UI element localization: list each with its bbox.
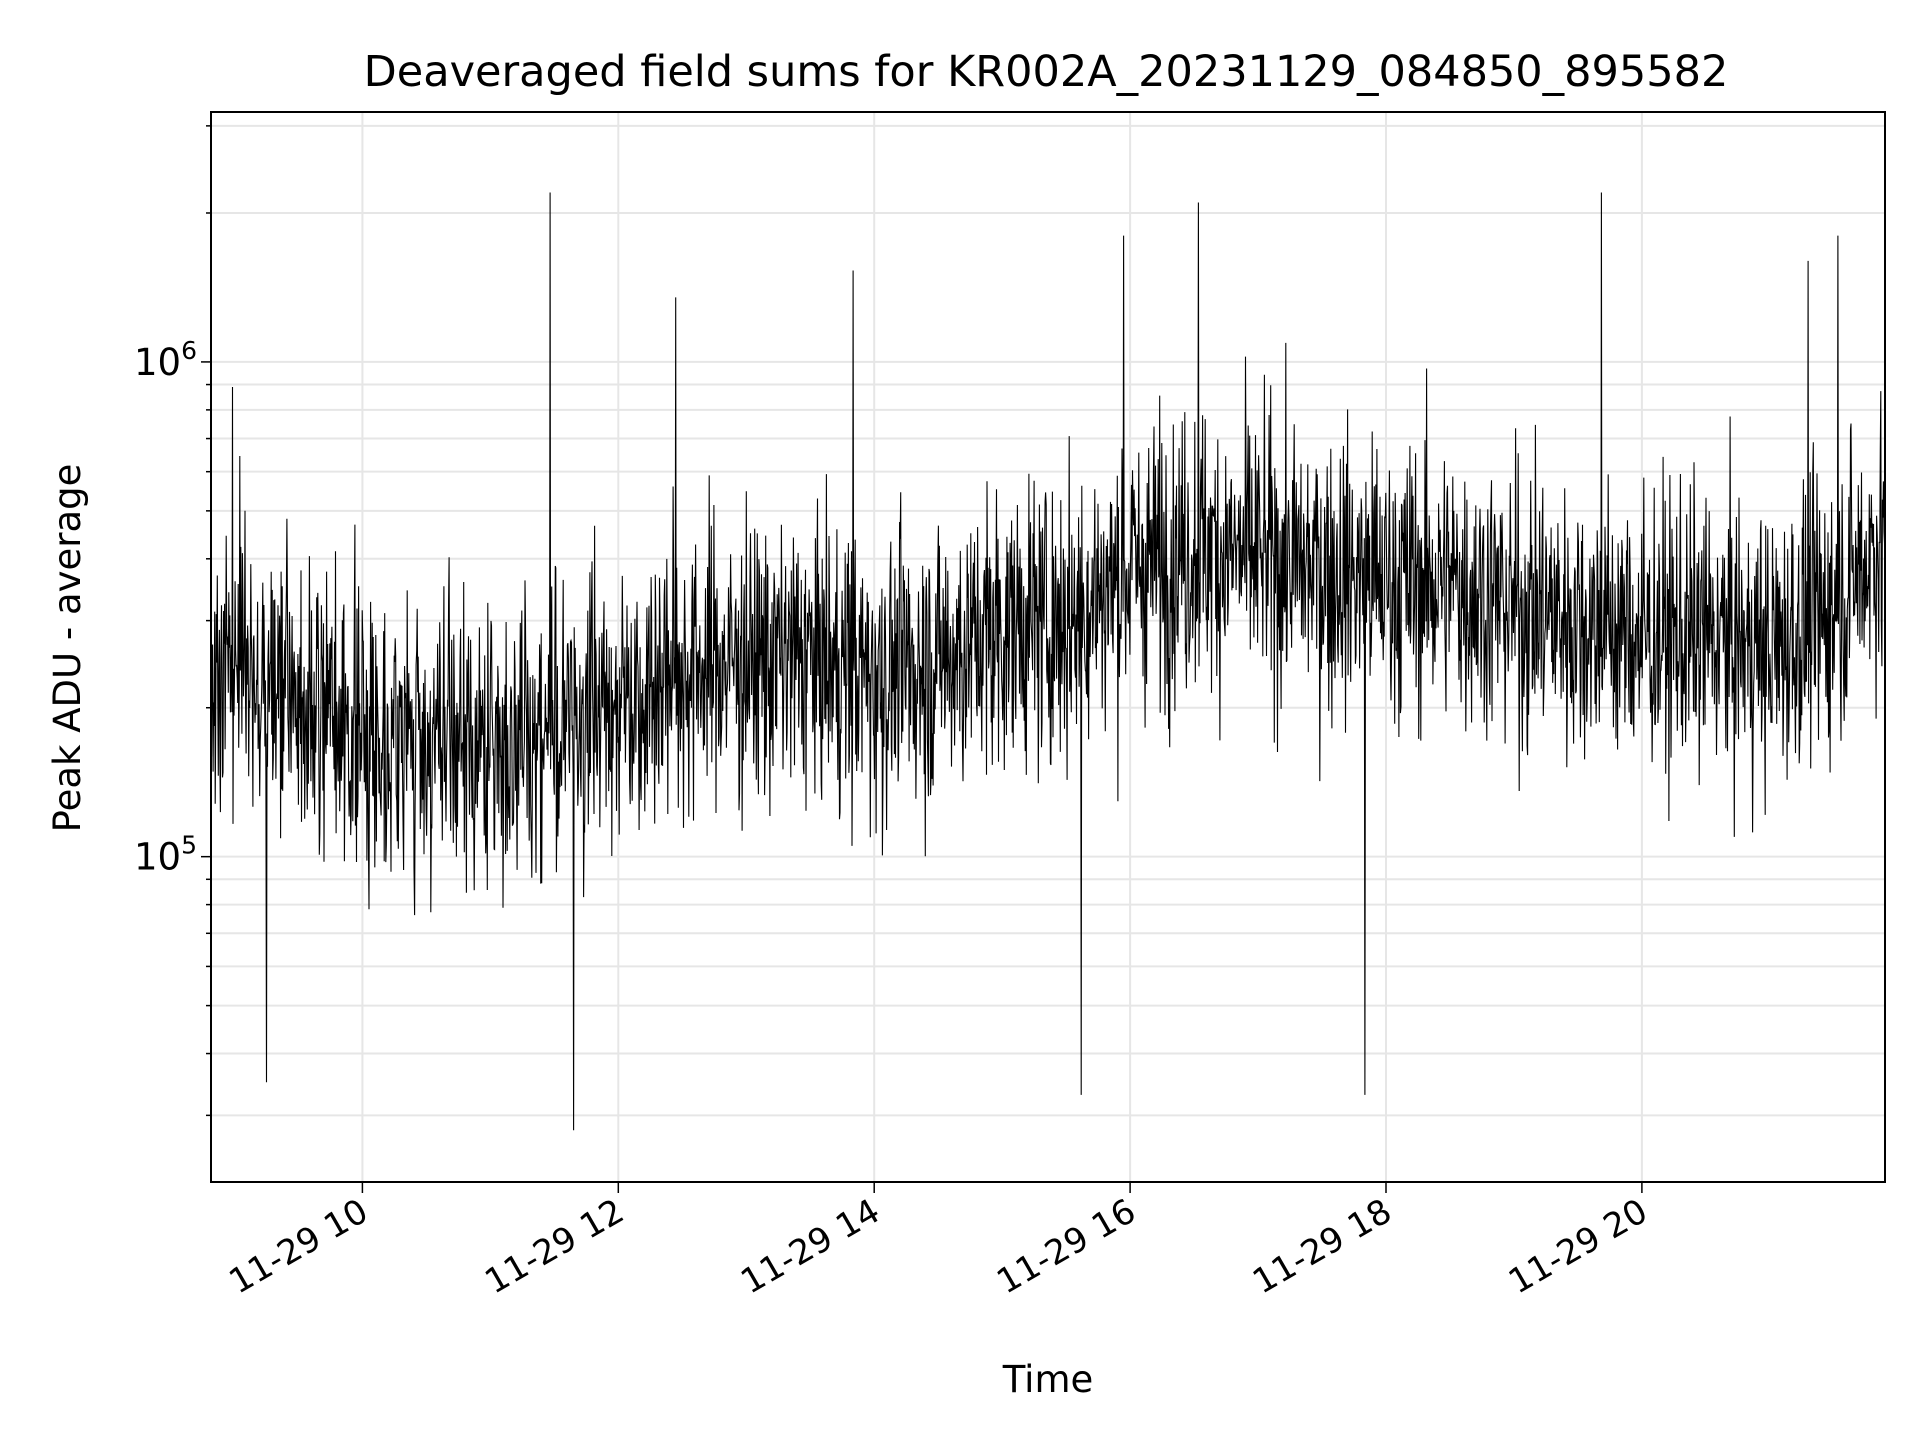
x-tick-label: 11-29 12 bbox=[478, 1191, 630, 1302]
x-tick-label: 11-29 10 bbox=[223, 1191, 375, 1302]
y-axis-ticks: 105 106 bbox=[134, 125, 211, 1117]
y-grid bbox=[211, 124, 1885, 1117]
y-tick-label: 105 bbox=[134, 831, 197, 879]
x-tick-label: 11-29 18 bbox=[1246, 1191, 1398, 1302]
x-tick-label: 11-29 14 bbox=[734, 1191, 886, 1302]
y-tick-label: 106 bbox=[134, 336, 197, 384]
x-axis-label: Time bbox=[1002, 1358, 1094, 1401]
plot-frame bbox=[210, 111, 1886, 1183]
x-tick-label: 11-29 20 bbox=[1502, 1191, 1654, 1302]
plot-area bbox=[210, 192, 1886, 1131]
x-axis-ticks: 11-29 10 11-29 12 11-29 14 11-29 16 11-29 18… bbox=[223, 1182, 1654, 1302]
y-axis-label: Peak ADU - average bbox=[46, 464, 89, 833]
series-line bbox=[210, 192, 1886, 1131]
x-tick-label: 11-29 16 bbox=[990, 1191, 1142, 1302]
x-grid bbox=[361, 112, 1643, 1182]
chart-title: Deaveraged field sums for KR002A_2023112… bbox=[364, 47, 1729, 97]
